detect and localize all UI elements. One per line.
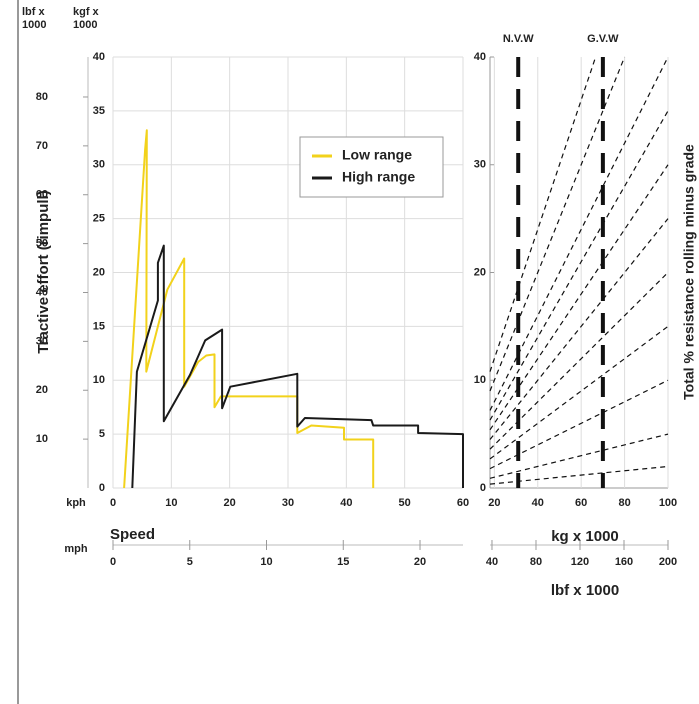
- y2-tick-label: 50: [36, 238, 48, 250]
- y-tick-label: 20: [474, 266, 486, 278]
- x-tick-label: 40: [340, 497, 352, 509]
- x-axis-title-right: kg x 1000: [551, 528, 619, 545]
- series-line: [123, 129, 375, 489]
- grade-line: [489, 110, 669, 421]
- legend: Low range High range: [299, 136, 444, 198]
- legend-box: [299, 136, 444, 198]
- legend-label: Low range: [342, 147, 412, 163]
- x-tick-label: 30: [282, 497, 294, 509]
- y-unit: kgf x 1000: [73, 6, 99, 31]
- x-tick-label: 80: [618, 497, 630, 509]
- y-tick-label: 0: [99, 482, 105, 494]
- y-tick-label: 10: [93, 374, 105, 386]
- y-tick-label: 25: [93, 213, 105, 225]
- grade-line: [489, 56, 597, 372]
- x2-tick-label: 10: [260, 556, 272, 568]
- grade-line: [489, 325, 669, 460]
- x-tick-label: 10: [165, 497, 177, 509]
- x2-tick-label: 20: [414, 556, 426, 568]
- x2-tick-label: 120: [571, 556, 589, 568]
- x2-tick-label: 40: [486, 556, 498, 568]
- y-tick-label: 40: [93, 51, 105, 63]
- x-axis-title: Speed: [110, 526, 155, 543]
- x-tick-label: 60: [575, 497, 587, 509]
- x-tick-label: 0: [110, 497, 116, 509]
- y-tick-label: 10: [474, 374, 486, 386]
- y-tick-label: 5: [99, 428, 105, 440]
- x2-tick-label: 0: [110, 556, 116, 568]
- y2-tick-label: 80: [36, 91, 48, 103]
- x-unit: kph: [66, 497, 86, 509]
- y-tick-label: 35: [93, 105, 105, 117]
- x2-tick-label: 15: [337, 556, 349, 568]
- x2-tick-label: 80: [530, 556, 542, 568]
- x-tick-label: 20: [488, 497, 500, 509]
- x-tick-label: 20: [224, 497, 236, 509]
- weight-marker-label: G.V.W: [587, 33, 619, 45]
- y-tick-label: 30: [474, 159, 486, 171]
- y2-tick-label: 60: [36, 189, 48, 201]
- x2-tick-label: 5: [187, 556, 193, 568]
- x2-tick-label: 160: [615, 556, 633, 568]
- y2-tick-label: 20: [36, 384, 48, 396]
- grade-line: [489, 272, 669, 450]
- x-tick-label: 100: [659, 497, 677, 509]
- x2-tick-label: 200: [659, 556, 677, 568]
- y-tick-label: 20: [93, 266, 105, 278]
- x2-axis-title-right: lbf x 1000: [551, 582, 619, 599]
- y-axis-title: Tractive effort (rimpull): [35, 190, 52, 353]
- grade-line: [489, 218, 669, 440]
- y2-tick-label: 30: [36, 335, 48, 347]
- y2-unit: lbf x 1000: [22, 6, 47, 31]
- x-tick-label: 60: [457, 497, 469, 509]
- y-tick-label: 0: [480, 482, 486, 494]
- weight-marker-label: N.V.W: [503, 33, 534, 45]
- y2-tick-label: 70: [36, 140, 48, 152]
- legend-label: High range: [342, 169, 415, 185]
- grade-line: [489, 56, 626, 392]
- y-tick-label: 40: [474, 51, 486, 63]
- grade-line: [489, 379, 669, 470]
- y-tick-label: 15: [93, 320, 105, 332]
- grade-line: [489, 433, 669, 479]
- y2-tick-label: 40: [36, 286, 48, 298]
- series-line: [131, 244, 464, 489]
- x2-unit: mph: [64, 543, 88, 555]
- y-axis-title-right: Total % resistance rolling minus grade: [681, 144, 697, 400]
- x-tick-label: 40: [532, 497, 544, 509]
- y2-tick-label: 10: [36, 433, 48, 445]
- y-tick-label: 30: [93, 159, 105, 171]
- x-tick-label: 50: [399, 497, 411, 509]
